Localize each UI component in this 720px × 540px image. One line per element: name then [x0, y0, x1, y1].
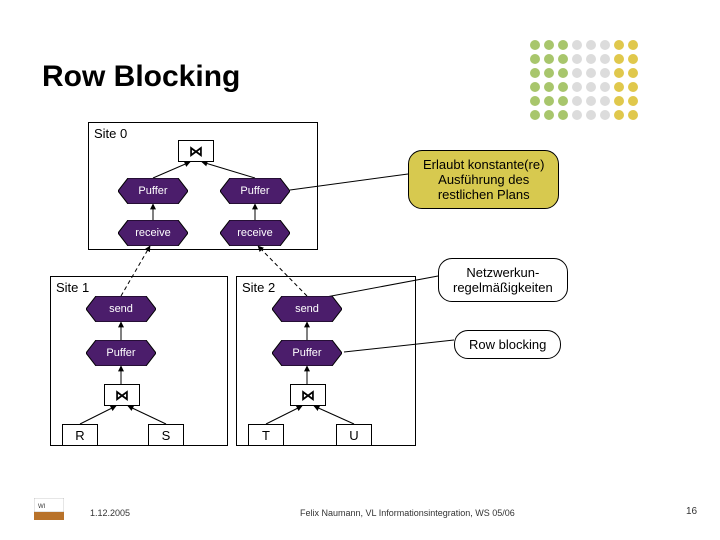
site0-label: Site 0 — [94, 126, 127, 141]
send-site1: send — [86, 296, 156, 322]
hu-logo: WI — [34, 498, 64, 520]
decor-dots — [530, 40, 642, 124]
bowtie-icon: ⋈ — [301, 387, 315, 404]
callout-line: regelmäßigkeiten — [453, 280, 553, 295]
puffer-site1: Puffer — [86, 340, 156, 366]
footer-center: Felix Naumann, VL Informationsintegratio… — [300, 508, 515, 518]
page-number: 16 — [686, 506, 697, 517]
puffer-site0-right: Puffer — [220, 178, 290, 204]
bowtie-icon: ⋈ — [115, 387, 129, 404]
join-site0: ⋈ — [178, 140, 214, 162]
site1-label: Site 1 — [56, 280, 89, 295]
relation-T: T — [248, 424, 284, 446]
callout-line: Row blocking — [469, 337, 546, 352]
puffer-site2: Puffer — [272, 340, 342, 366]
callout-constant-exec: Erlaubt konstante(re) Ausführung des res… — [408, 150, 559, 209]
callout-line: restlichen Plans — [423, 187, 544, 202]
callout-line: Netzwerkun- — [453, 265, 553, 280]
join-site1: ⋈ — [104, 384, 140, 406]
callout-line: Erlaubt konstante(re) — [423, 157, 544, 172]
footer-date: 1.12.2005 — [90, 508, 130, 518]
receive-left: receive — [118, 220, 188, 246]
callout-network: Netzwerkun- regelmäßigkeiten — [438, 258, 568, 302]
site2-label: Site 2 — [242, 280, 275, 295]
callout-rowblocking: Row blocking — [454, 330, 561, 359]
receive-right: receive — [220, 220, 290, 246]
bowtie-icon: ⋈ — [189, 143, 203, 160]
slide-title: Row Blocking — [42, 60, 240, 94]
svg-text:WI: WI — [38, 504, 46, 510]
join-site2: ⋈ — [290, 384, 326, 406]
puffer-site0-left: Puffer — [118, 178, 188, 204]
relation-S: S — [148, 424, 184, 446]
callout-line: Ausführung des — [423, 172, 544, 187]
send-site2: send — [272, 296, 342, 322]
relation-U: U — [336, 424, 372, 446]
relation-R: R — [62, 424, 98, 446]
